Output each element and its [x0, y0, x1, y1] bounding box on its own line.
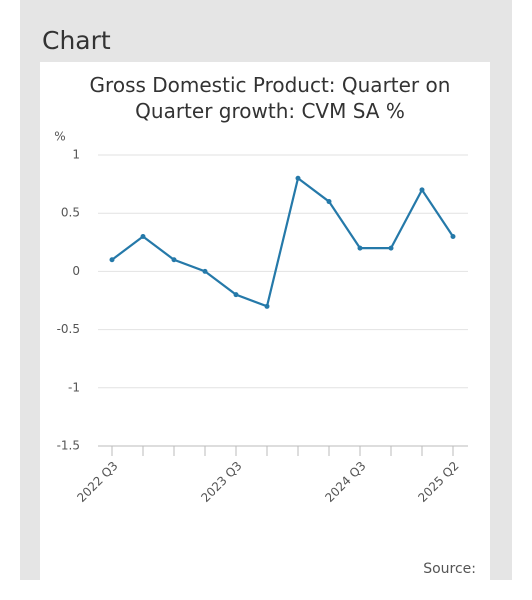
point — [357, 245, 363, 251]
x-tick-label: 2023 Q3 — [198, 459, 244, 505]
source: Source: — [423, 561, 476, 577]
y-tick-label: -0.5 — [57, 322, 80, 336]
point — [171, 257, 177, 263]
point — [388, 245, 394, 251]
y-tick-label: 1 — [72, 148, 80, 162]
chart-title: Gross Domestic Product: Quarter on Quart… — [89, 73, 451, 123]
chart-card: Gross Domestic Product: Quarter on Quart… — [40, 62, 490, 580]
point — [140, 233, 146, 239]
line — [111, 176, 454, 308]
point — [202, 268, 208, 274]
point — [109, 257, 115, 263]
point — [233, 292, 239, 298]
page-heading: Chart — [42, 26, 111, 55]
point — [450, 233, 456, 239]
y-tick-label: -1 — [68, 380, 80, 394]
y-tick-label: 0 — [72, 264, 80, 278]
x-tick-label: 2022 Q3 — [74, 459, 120, 505]
point — [326, 199, 332, 205]
panel: Chart Gross Domestic Product: Quarter on… — [20, 0, 512, 580]
y-tick-label: 0.5 — [61, 206, 80, 220]
y-unit: % — [54, 130, 65, 144]
point — [419, 187, 425, 193]
point — [295, 175, 301, 181]
x-tick-label: 2025 Q2 — [415, 459, 461, 505]
y-tick-label: -1.5 — [57, 439, 80, 453]
point — [264, 303, 270, 309]
x-tick-label: 2024 Q3 — [322, 459, 368, 505]
